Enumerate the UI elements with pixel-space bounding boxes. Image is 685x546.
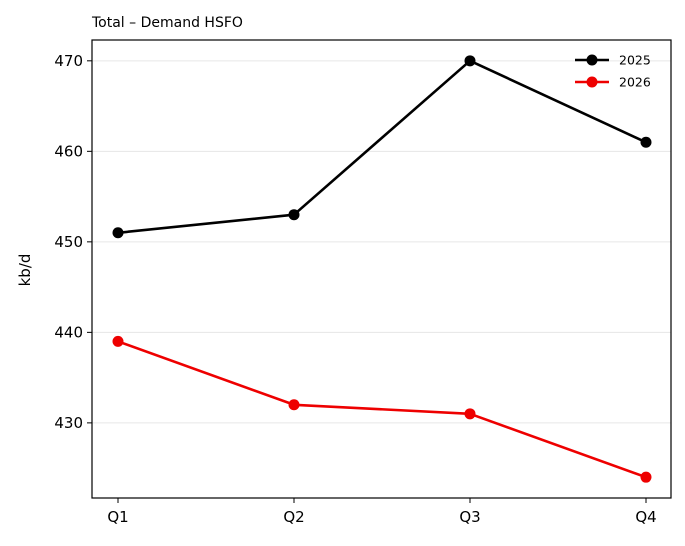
data-point-2025-Q4 bbox=[640, 136, 652, 148]
x-tick-label: Q4 bbox=[635, 508, 656, 526]
x-tick-label: Q1 bbox=[107, 508, 128, 526]
y-tick-label: 470 bbox=[54, 52, 83, 70]
y-tick-label: 450 bbox=[54, 233, 83, 251]
series-2025 bbox=[112, 55, 652, 239]
axis-ticks: 430 440 450 460 470 Q1 Q2 Q3 Q4 bbox=[54, 52, 656, 526]
data-point-2025-Q3 bbox=[464, 55, 476, 67]
legend: 2025 2026 bbox=[575, 53, 651, 90]
y-tick-label: 430 bbox=[54, 414, 83, 432]
series-line-2025 bbox=[117, 59, 647, 235]
series-line-2026 bbox=[117, 340, 647, 479]
legend-label-2026: 2026 bbox=[619, 75, 651, 90]
legend-marker-2025 bbox=[586, 54, 598, 66]
plot-area-frame bbox=[91, 39, 672, 499]
data-point-2025-Q1 bbox=[112, 227, 124, 239]
data-point-2026-Q2 bbox=[288, 399, 300, 411]
data-point-2025-Q2 bbox=[288, 209, 300, 221]
x-tick-label: Q3 bbox=[459, 508, 480, 526]
gridlines bbox=[92, 60, 671, 424]
series-layer bbox=[112, 55, 652, 483]
legend-label-2025: 2025 bbox=[619, 53, 651, 68]
y-axis-label: kb/d bbox=[16, 254, 34, 287]
x-tick-label: Q2 bbox=[283, 508, 304, 526]
legend-entry-2026: 2026 bbox=[575, 75, 651, 90]
data-point-2026-Q4 bbox=[640, 471, 652, 483]
y-tick-label: 440 bbox=[54, 323, 83, 341]
legend-marker-2026 bbox=[586, 76, 598, 88]
data-point-2026-Q3 bbox=[464, 408, 476, 420]
chart-title: Total – Demand HSFO bbox=[91, 15, 243, 31]
legend-entry-2025: 2025 bbox=[575, 53, 651, 68]
series-2026 bbox=[112, 335, 652, 483]
data-point-2026-Q1 bbox=[112, 335, 124, 347]
y-tick-label: 460 bbox=[54, 142, 83, 160]
